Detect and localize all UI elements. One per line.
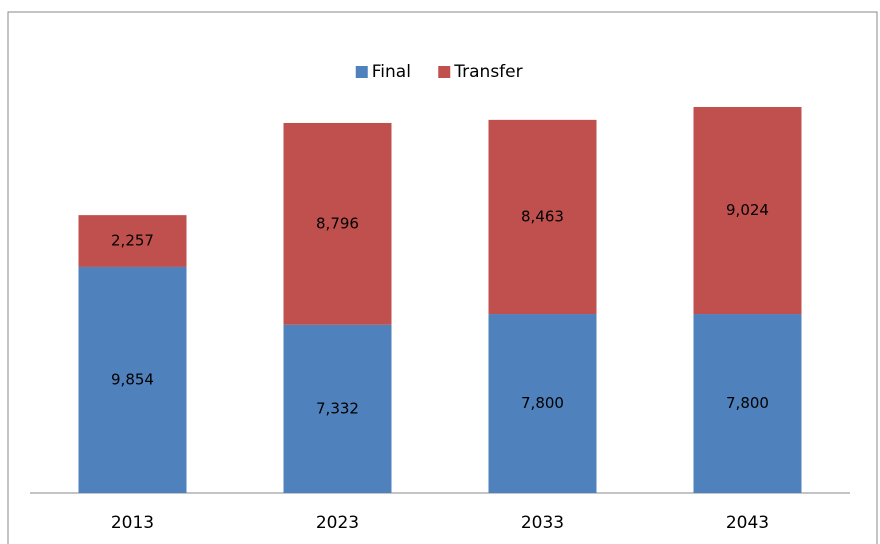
x-tick-label: 2033 (521, 513, 564, 533)
bar-segment (78, 266, 187, 493)
bar-segment (693, 107, 802, 315)
legend-swatch (438, 66, 451, 78)
x-tick-label: 2043 (726, 513, 769, 533)
bar-segment (283, 324, 392, 493)
value-label: 9,854 (111, 370, 154, 388)
value-label: 8,796 (316, 214, 359, 232)
legend-swatch (355, 66, 368, 78)
value-label: 7,800 (521, 394, 564, 412)
bar-segment (488, 314, 597, 493)
x-tick-label: 2023 (316, 513, 359, 533)
legend-label: Transfer (453, 62, 522, 82)
value-label: 7,800 (726, 394, 769, 412)
value-label: 9,024 (726, 201, 769, 219)
value-label: 2,257 (111, 232, 154, 250)
value-label: 7,332 (316, 399, 359, 417)
bar-segment (283, 122, 392, 325)
x-tick-label: 2013 (111, 513, 154, 533)
value-label: 8,463 (521, 207, 564, 225)
bar-segment (488, 119, 597, 315)
bar-segment (693, 314, 802, 493)
bar-segment (78, 215, 187, 267)
legend-label: Final (372, 62, 411, 82)
